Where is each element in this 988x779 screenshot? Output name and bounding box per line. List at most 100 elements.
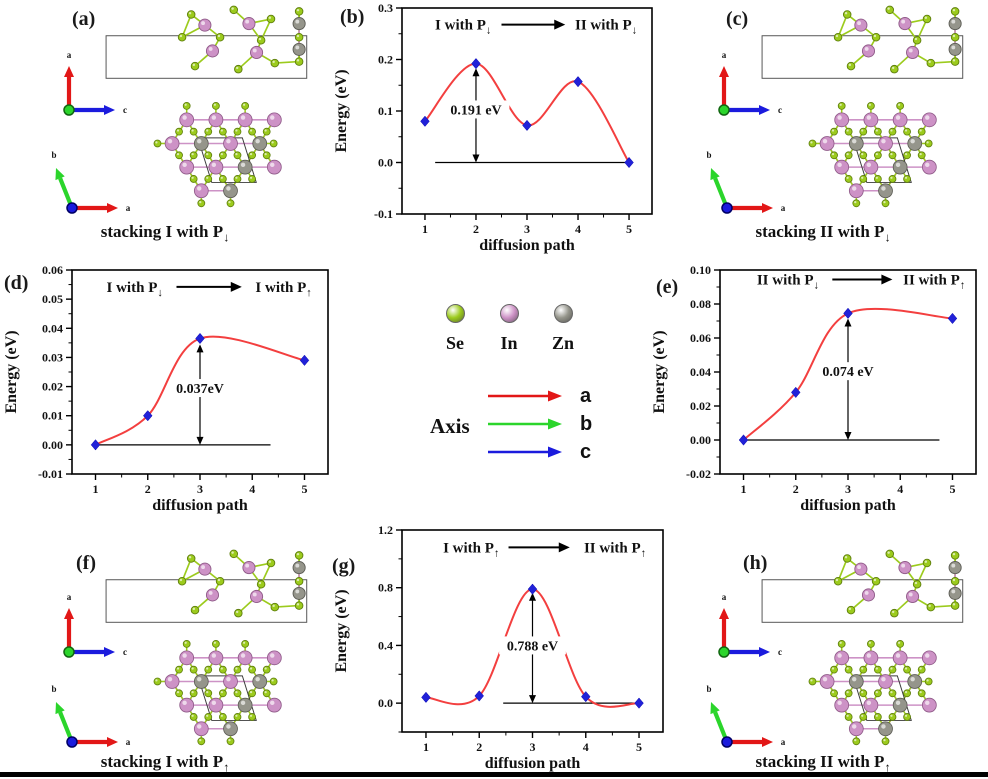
atom-highlight (296, 552, 300, 556)
atom-highlight (249, 667, 253, 670)
x-tick-label: 4 (583, 740, 589, 754)
panel-b: (b) 0.191 eV -0.1 0.0 0.1 0.2 0.3 1 2 3 4 5 diffusi… (330, 0, 664, 258)
in-atom (164, 674, 180, 689)
se-atom (888, 175, 897, 183)
axis-row-a: a (486, 385, 592, 407)
atom-highlight (925, 700, 930, 706)
in-atom (921, 650, 937, 666)
atom-highlight (861, 714, 864, 717)
atom-highlight (846, 129, 849, 132)
in-atom (834, 159, 850, 175)
atom-highlight (866, 653, 872, 658)
in-atom (854, 562, 868, 576)
crystal-structure-top-view (153, 102, 282, 208)
se-atom (204, 151, 213, 160)
atom-highlight (176, 129, 180, 132)
data-point-marker (195, 332, 205, 345)
atom-highlight (206, 667, 209, 670)
panel-letter: (g) (332, 555, 356, 577)
barrier-arrow-head-top (472, 68, 480, 77)
se-atom (881, 737, 890, 746)
atom-highlight (837, 653, 842, 658)
in-atom (205, 588, 220, 602)
in-atom (266, 159, 282, 175)
atom-highlight (268, 560, 272, 563)
se-atom (896, 640, 905, 648)
atom-highlight (895, 162, 901, 168)
se-atom (873, 175, 882, 183)
y-axis-label: Energy (eV) (3, 330, 20, 413)
se-atom (177, 577, 187, 586)
crystal-structure-top-view (153, 640, 282, 746)
atom-highlight (904, 691, 908, 694)
se-atom (859, 127, 868, 136)
atom-highlight (857, 21, 862, 26)
in-atom (863, 159, 879, 175)
atom-highlight (875, 714, 878, 717)
atom-highlight (901, 19, 906, 24)
zn-atom (948, 561, 962, 575)
atom-highlight (155, 679, 158, 682)
se-atom (153, 677, 162, 686)
zn-atom (292, 42, 306, 56)
se-atom (233, 713, 242, 721)
triad-label-a: a (67, 592, 72, 602)
a-axis-arrow-head (719, 608, 729, 619)
in-atom (921, 112, 937, 128)
atom-highlight (864, 46, 869, 51)
panel-d: (d) 0.037eV -0.01 0.00 0.01 0.02 0.03 0.04 0.05… (0, 262, 340, 518)
panel-letter: (e) (656, 276, 679, 298)
se-atom (912, 36, 922, 45)
zn-atom (237, 697, 253, 713)
atom-highlight (249, 714, 253, 717)
atom-legend-in: In (494, 304, 524, 354)
atom-highlight (851, 138, 857, 144)
x-tick-label: 2 (476, 740, 482, 754)
b-axis-dot (718, 104, 730, 116)
atom-highlight (191, 129, 194, 132)
barrier-arrow-head-bottom (472, 154, 480, 163)
se-atom (844, 713, 853, 721)
atom-highlight (881, 138, 886, 144)
triad-label-b: b (706, 684, 711, 694)
in-atom (921, 697, 937, 713)
se-atom (248, 689, 256, 698)
in-atom (878, 136, 893, 151)
atom-highlight (851, 676, 857, 682)
se-atom (197, 199, 206, 208)
atom-highlight (199, 739, 202, 742)
se-atom (177, 33, 187, 42)
atom-highlight (928, 604, 931, 608)
se-atom (234, 64, 243, 74)
atom-highlight (919, 153, 922, 156)
se-atom (248, 151, 256, 160)
atom-highlight (890, 667, 893, 670)
atom-highlight (846, 153, 849, 156)
se-atom (833, 33, 843, 42)
se-atom (888, 127, 897, 136)
atom-highlight (206, 176, 209, 179)
atom-highlight (255, 138, 260, 144)
x-tick-label: 5 (301, 482, 307, 496)
y-tick-label: 0.10 (690, 263, 711, 277)
se-atom (903, 689, 911, 698)
energy-curve (95, 335, 305, 446)
atom-highlight (952, 8, 956, 12)
se-atom (924, 139, 933, 148)
atom-highlight (925, 162, 930, 168)
y-tick-label: 0.00 (42, 438, 63, 452)
title-initial-state: I with P↓ (435, 18, 491, 37)
atom-highlight (837, 162, 842, 168)
atom-highlight (868, 641, 871, 644)
se-atom (218, 689, 227, 698)
se-atom (859, 713, 868, 721)
in-atom (223, 136, 238, 151)
zn-atom (892, 159, 908, 175)
atom-highlight (895, 653, 901, 658)
in-atom (250, 45, 264, 59)
a-axis-arrow-head (64, 66, 74, 77)
se-atom (294, 601, 304, 610)
atom-highlight (904, 176, 908, 179)
se-atom (262, 151, 271, 160)
se-atom (852, 737, 861, 746)
